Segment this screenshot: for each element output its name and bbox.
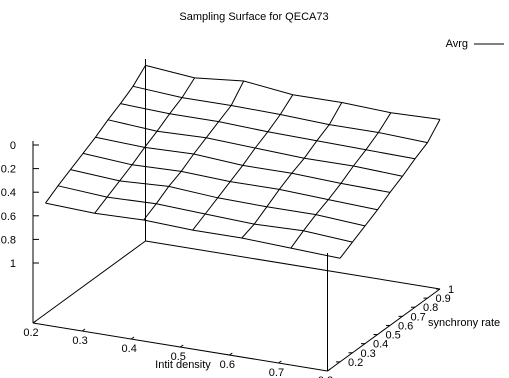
chart-title: Sampling Surface for QECA73 — [179, 11, 328, 23]
x-tick — [81, 328, 86, 332]
x-tick-label: 0.5 — [171, 351, 186, 363]
floor-left-edge — [32, 240, 146, 324]
z-tick-label: 1 — [10, 258, 16, 270]
x-tick-label: 0.6 — [220, 359, 235, 371]
x-tick-label: 0.2 — [23, 327, 38, 339]
surface-column-line — [45, 65, 146, 204]
y-tick-label: 0.2 — [348, 357, 363, 369]
y-tick-label: 0.8 — [423, 302, 438, 314]
y-tick-label: 0.7 — [411, 311, 426, 323]
x-tick — [130, 336, 135, 340]
y-tick-label: 1 — [448, 284, 454, 296]
surface-mesh — [45, 64, 441, 259]
axes-frame — [32, 59, 441, 372]
x-tick — [32, 320, 37, 324]
legend-label: Avrg — [446, 38, 468, 50]
x-tick — [327, 368, 331, 372]
floor-back-edge — [145, 240, 441, 290]
z-tick-label: 0.4 — [1, 187, 16, 199]
y-axis-label: synchrony rate — [428, 317, 500, 329]
y-tick-label: 0.4 — [373, 339, 388, 351]
floor-right-edge — [327, 288, 441, 372]
z-tick-label: 0.6 — [1, 211, 16, 223]
x-tick — [229, 352, 233, 356]
x-tick-label: 0.7 — [269, 367, 284, 378]
x-axis-label: Intit density — [155, 359, 211, 371]
surface-row-line — [145, 64, 441, 120]
surface-column-line — [143, 80, 245, 221]
z-tick-label: 0.2 — [1, 164, 16, 176]
surface-column-line — [94, 77, 196, 214]
x-tick-label: 0.3 — [72, 335, 87, 347]
z-tick-label: 0 — [10, 140, 16, 152]
x-tick — [278, 360, 282, 364]
y-tick-label: 0.5 — [386, 330, 401, 342]
surface-column-line — [192, 94, 294, 231]
y-tick-label: 0.9 — [436, 293, 451, 305]
axis-ticks: 00.20.40.60.810.20.30.40.50.60.70.80.20.… — [1, 140, 454, 378]
y-tick-label: 0.3 — [361, 348, 376, 360]
y-tick-label: 0.6 — [398, 320, 413, 332]
x-tick-label: 0.8 — [318, 375, 333, 378]
surface-column-line — [290, 112, 392, 249]
x-tick — [179, 344, 184, 348]
surface-column-line — [339, 119, 441, 259]
z-tick-label: 0.8 — [1, 234, 16, 246]
surface-column-line — [241, 102, 343, 239]
x-tick-label: 0.4 — [122, 343, 137, 355]
